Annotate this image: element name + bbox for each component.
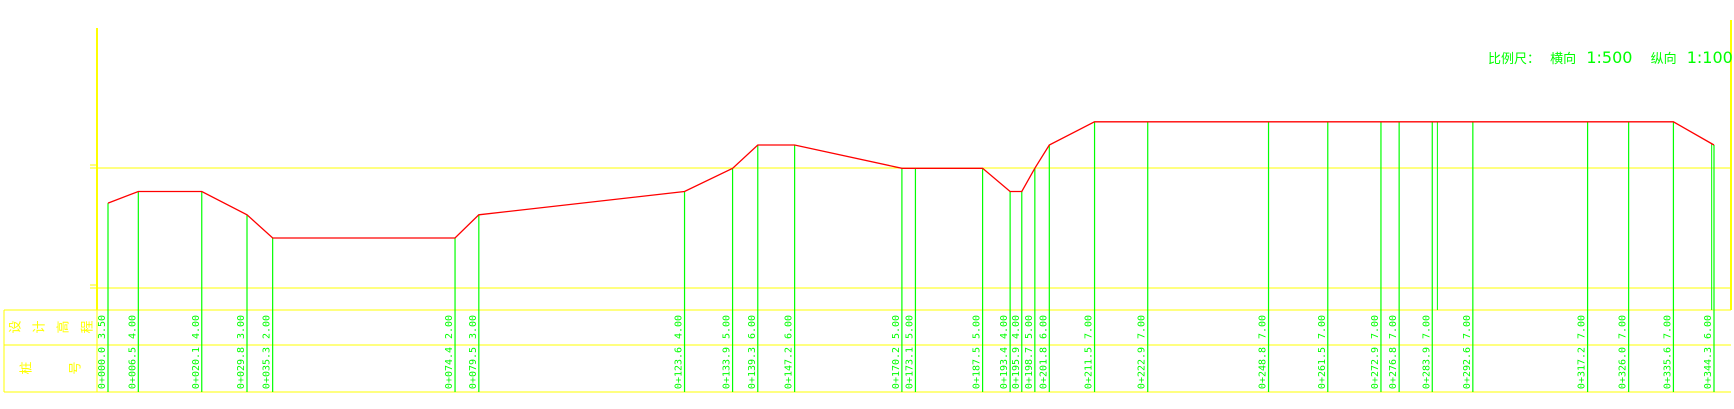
elevation-label: 3.00: [236, 315, 247, 339]
elevation-label: 7.00: [1370, 315, 1381, 339]
station-label: 0+123.6: [674, 347, 685, 389]
horizontal-label: 横向: [1550, 52, 1577, 67]
station-label: 0+079.5: [468, 347, 479, 389]
elevation-row-label-char: 高: [56, 320, 72, 333]
elevation-label: 5.00: [904, 315, 915, 339]
elevation-label: 6.00: [784, 315, 795, 339]
station-label: 0+000.0: [97, 347, 108, 389]
elevation-label: 5.00: [891, 315, 902, 339]
profile-line: [107, 121, 1715, 239]
row-labels: 设计高程桩 号: [9, 320, 96, 374]
elevation-label: 6.00: [1703, 315, 1714, 339]
station-label: 0+074.4: [444, 347, 455, 389]
elevation-row-label-char: 设: [9, 320, 24, 333]
elevation-label: 6.00: [747, 315, 758, 339]
station-label: 0+201.8: [1038, 347, 1049, 389]
station-label: 0+020.1: [191, 347, 202, 389]
station-label: 0+198.7: [1024, 347, 1035, 389]
elevation-label: 4.00: [1011, 315, 1022, 339]
elevation-label: 5.00: [722, 315, 733, 339]
station-row-label-char: 号: [69, 361, 84, 374]
elevation-label: 7.00: [1137, 315, 1148, 339]
vertical-scale: 1:100: [1686, 48, 1733, 67]
station-label: 0+006.5: [127, 347, 138, 389]
station-label: 0+187.5: [972, 347, 983, 389]
horizontal-scale: 1:500: [1586, 48, 1633, 67]
station-label: 0+276.8: [1388, 347, 1399, 389]
elevation-label: 4.00: [191, 315, 202, 339]
elevation-label: 4.00: [999, 315, 1010, 339]
station-label: 0+193.4: [999, 347, 1010, 389]
elevation-label: 4.00: [127, 315, 138, 339]
station-label: 0+326.0: [1618, 347, 1629, 389]
station-label: 0+222.9: [1137, 347, 1148, 389]
elevation-row-label-char: 程: [81, 320, 96, 333]
station-label: 0+173.1: [904, 347, 915, 389]
elevation-label: 7.00: [1084, 315, 1095, 339]
elevation-label: 7.00: [1258, 315, 1269, 339]
elevation-label: 7.00: [1618, 315, 1629, 339]
elevation-label: 7.00: [1317, 315, 1328, 339]
elevation-label: 3.50: [97, 315, 108, 339]
elevation-label: 7.00: [1662, 315, 1673, 339]
station-label: 0+272.9: [1370, 347, 1381, 389]
station-row-label-char: 桩: [20, 361, 35, 374]
scale-note: 比例尺： 横向 1:500 纵向 1:100: [1488, 48, 1734, 67]
station-lines: [107, 121, 1715, 392]
elevation-label: 7.00: [1462, 315, 1473, 339]
scale-label: 比例尺：: [1488, 52, 1541, 67]
station-label: 0+139.3: [747, 347, 758, 389]
elevation-label: 3.00: [468, 315, 479, 339]
station-label: 0+195.9: [1011, 347, 1022, 389]
elevation-label: 6.00: [1038, 315, 1049, 339]
elevation-label: 2.00: [444, 315, 455, 339]
station-label: 0+147.2: [784, 347, 795, 389]
station-label: 0+035.3: [262, 347, 273, 389]
station-label: 0+335.6: [1662, 347, 1673, 389]
station-label: 0+292.6: [1462, 347, 1473, 389]
elevation-label: 7.00: [1388, 315, 1399, 339]
elevation-label: 2.00: [262, 315, 273, 339]
station-label: 0+029.8: [236, 347, 247, 389]
station-label: 0+248.8: [1258, 347, 1269, 389]
elevation-label: 5.00: [972, 315, 983, 339]
station-label: 0+261.5: [1317, 347, 1328, 389]
elevation-label: 7.00: [1577, 315, 1588, 339]
station-label: 0+133.9: [722, 347, 733, 389]
station-label: 0+317.2: [1577, 347, 1588, 389]
station-label: 0+283.9: [1421, 347, 1432, 389]
elevation-label: 5.00: [1024, 315, 1035, 339]
elevation-label: 4.00: [674, 315, 685, 339]
station-annotations: 3.50 0+000.0 4.00 0+006.5 4.00 0+020.1 3.00 0+0…: [97, 315, 1714, 389]
station-label: 0+170.2: [891, 347, 902, 389]
profile-path: [107, 121, 1715, 239]
station-label: 0+344.3: [1703, 347, 1714, 389]
elevation-row-label-char: 计: [33, 320, 48, 333]
elevation-label: 7.00: [1421, 315, 1432, 339]
station-label: 0+211.5: [1084, 347, 1095, 389]
vertical-label: 纵向: [1650, 52, 1677, 67]
